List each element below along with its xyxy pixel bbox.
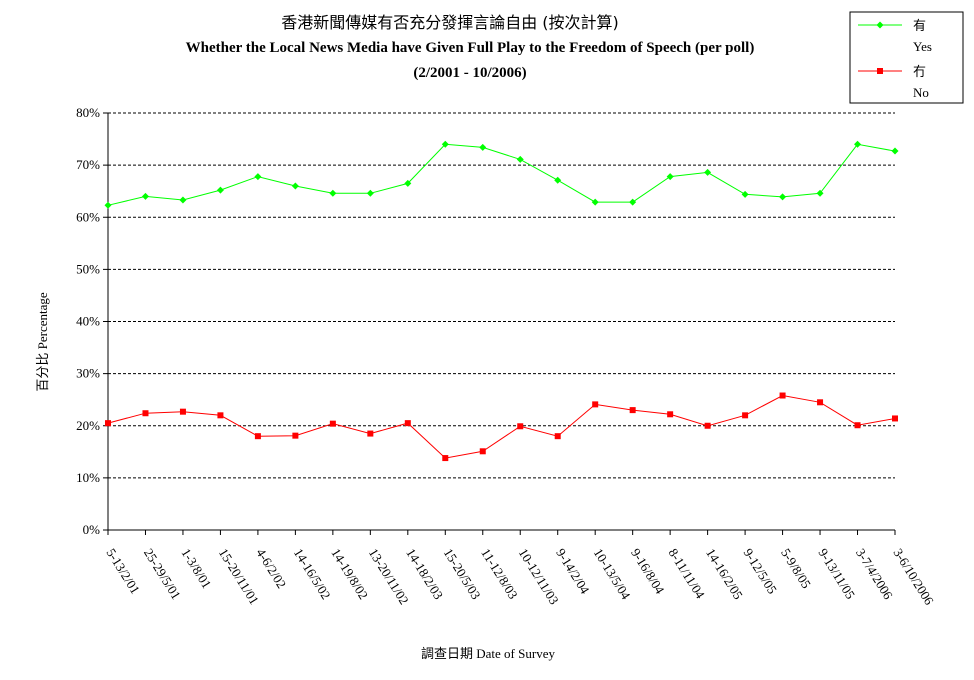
y-tick-label: 30% <box>76 366 100 381</box>
x-tick-label: 1-3/8/01 <box>178 546 214 591</box>
legend-label: 冇 <box>913 65 926 80</box>
data-point[interactable] <box>854 422 861 429</box>
y-tick-label: 20% <box>76 418 100 433</box>
x-tick-label: 3-7/4/2006 <box>853 546 896 603</box>
x-axis-label: 調查日期 Date of Survey <box>421 646 555 661</box>
series-yes <box>104 140 899 209</box>
y-tick-label: 60% <box>76 209 100 224</box>
data-point[interactable] <box>516 155 524 163</box>
x-tick-label: 5-9/8/05 <box>778 546 814 591</box>
data-point[interactable] <box>105 420 111 427</box>
data-point[interactable] <box>591 198 599 206</box>
data-point[interactable] <box>441 140 449 148</box>
data-point[interactable] <box>816 189 824 197</box>
x-tick-label: 3-6/10/2006 <box>890 546 937 608</box>
data-point[interactable] <box>704 168 712 176</box>
data-point[interactable] <box>666 173 674 181</box>
x-tick-label: 11-12/8/03 <box>478 546 521 602</box>
y-tick-label: 0% <box>83 522 101 537</box>
legend-label-en: Yes <box>913 39 932 54</box>
data-point[interactable] <box>329 420 336 427</box>
data-point[interactable] <box>817 399 824 406</box>
series-line <box>107 143 896 206</box>
data-point[interactable] <box>254 433 261 440</box>
data-point[interactable] <box>179 196 187 204</box>
x-tick-label: 9-13/11/05 <box>816 546 859 602</box>
legend-entry-yes[interactable]: 有 Yes <box>858 19 932 54</box>
x-tick-label: 9-12/5/05 <box>741 546 781 597</box>
x-tick-label: 5-13/2/01 <box>103 546 143 597</box>
data-point[interactable] <box>217 412 224 419</box>
data-point[interactable] <box>629 407 636 414</box>
series-no <box>105 392 898 462</box>
y-tick-label: 70% <box>76 157 100 172</box>
data-point[interactable] <box>329 189 337 197</box>
data-point[interactable] <box>292 432 299 439</box>
x-tick-label: 14-16/2/05 <box>703 546 746 602</box>
data-point[interactable] <box>366 189 374 197</box>
y-tick-label: 40% <box>76 314 100 329</box>
data-series <box>104 140 899 462</box>
axes <box>107 113 895 531</box>
data-point[interactable] <box>704 422 711 429</box>
x-tick-label: 10-13/5/04 <box>591 546 634 603</box>
data-point[interactable] <box>854 140 862 148</box>
legend-entry-no[interactable]: 冇 No <box>858 65 929 100</box>
data-point[interactable] <box>892 415 898 422</box>
grid-lines <box>108 112 895 479</box>
y-tick-label: 80% <box>76 105 100 120</box>
data-point[interactable] <box>741 190 749 198</box>
data-point[interactable] <box>891 147 899 155</box>
data-point[interactable] <box>179 408 186 415</box>
x-tick-label: 14-19/8/02 <box>328 546 371 602</box>
x-tick-label: 8-11/11/04 <box>666 546 709 602</box>
data-point[interactable] <box>216 186 224 194</box>
y-axis-ticks: 0% 10% 20% 30% 40% 50% 60% 70% 80% <box>76 105 108 537</box>
legend-marker <box>877 68 883 74</box>
chart-title: 香港新聞傳媒有否充分發揮言論自由 (按次計算) <box>281 13 619 32</box>
data-point[interactable] <box>779 392 786 399</box>
data-point[interactable] <box>291 182 299 190</box>
data-point[interactable] <box>404 179 412 187</box>
data-point[interactable] <box>479 448 486 455</box>
data-point[interactable] <box>254 173 262 181</box>
data-point[interactable] <box>367 430 374 437</box>
data-point[interactable] <box>742 412 749 419</box>
data-point[interactable] <box>667 411 674 418</box>
legend-label: 有 <box>913 19 926 34</box>
chart-titles: 香港新聞傳媒有否充分發揮言論自由 (按次計算) Whether the Loca… <box>186 13 755 81</box>
x-tick-label: 4-6/2/02 <box>253 546 289 591</box>
x-tick-label: 14-16/5/02 <box>291 546 334 602</box>
series-line <box>107 394 896 459</box>
data-point[interactable] <box>517 423 524 430</box>
x-tick-label: 9-14/2/04 <box>553 546 593 597</box>
y-tick-label: 10% <box>76 470 100 485</box>
data-point[interactable] <box>629 198 637 206</box>
data-point[interactable] <box>779 193 787 201</box>
data-point[interactable] <box>554 176 562 184</box>
y-tick-label: 50% <box>76 261 100 276</box>
data-point[interactable] <box>592 401 599 408</box>
chart-date-range: (2/2001 - 10/2006) <box>413 65 526 81</box>
data-point[interactable] <box>404 420 411 427</box>
legend[interactable]: 有 Yes 冇 No <box>849 11 964 104</box>
data-point[interactable] <box>479 143 487 151</box>
data-point[interactable] <box>141 192 149 200</box>
legend-label-en: No <box>913 85 929 100</box>
x-tick-label: 9-16/8/04 <box>628 546 668 597</box>
y-axis-label: 百分比 Percentage <box>35 292 50 392</box>
x-tick-label: 25-29/5/01 <box>141 546 184 602</box>
legend-marker <box>876 21 884 29</box>
data-point[interactable] <box>442 455 449 462</box>
x-tick-label: 14-18/2/03 <box>403 546 446 602</box>
x-tick-label: 15-20/5/03 <box>441 546 484 602</box>
chart-subtitle: Whether the Local News Media have Given … <box>186 40 755 56</box>
data-point[interactable] <box>554 433 561 440</box>
legend-box <box>849 11 964 104</box>
data-point[interactable] <box>142 410 149 417</box>
data-point[interactable] <box>104 201 112 209</box>
